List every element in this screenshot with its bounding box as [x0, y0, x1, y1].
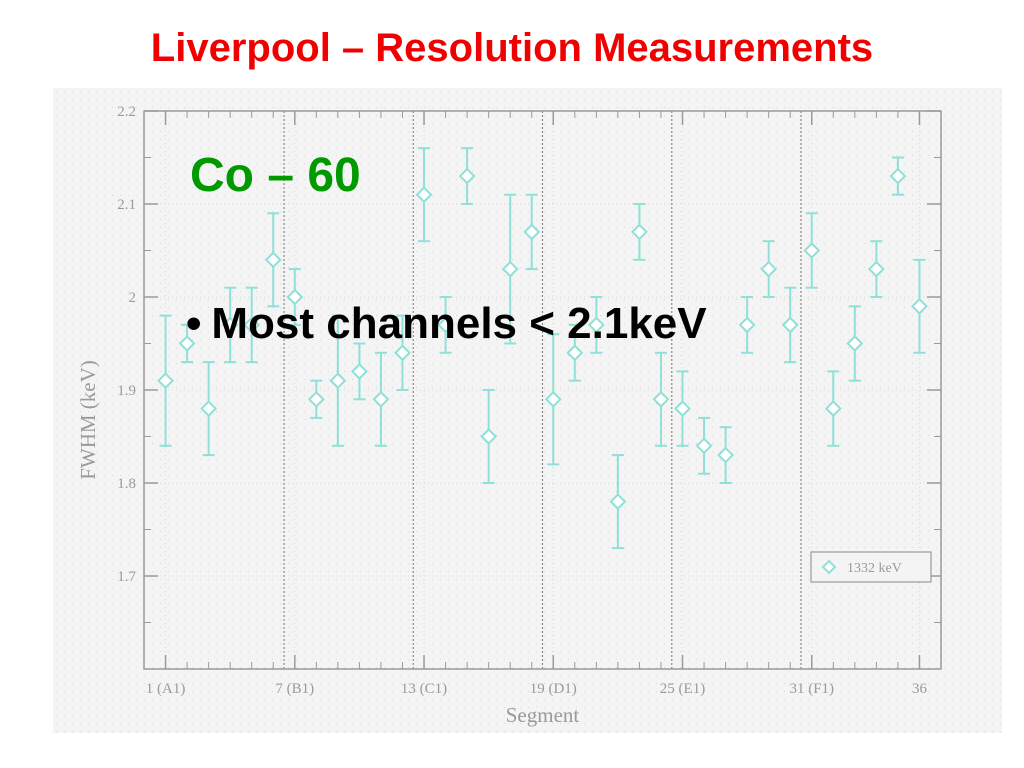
x-axis-label: Segment: [506, 703, 580, 727]
fwhm-chart-svg: 1.7 1.8 1.9 2 2.1 2.2 1 (A1) 7 (B1) 13 (C1) 19 (D…: [53, 88, 1002, 733]
data-point-8: [307, 379, 325, 419]
point-marker-30: [781, 316, 799, 334]
point-marker-32: [824, 400, 842, 418]
data-point-33: [846, 305, 864, 382]
data-point-22: [609, 454, 627, 550]
point-marker-26: [695, 437, 713, 455]
point-marker-9: [329, 372, 347, 390]
y-tick-label-4: 2.1: [117, 197, 136, 213]
data-point-30: [781, 286, 799, 364]
y-axis-label: FWHM (keV): [76, 360, 100, 480]
data-point-7: [286, 268, 304, 326]
y-tick-label-5: 2.2: [117, 104, 136, 120]
point-marker-1: [157, 372, 174, 390]
data-point-5: [243, 286, 261, 364]
x-tick-label-4: 25 (E1): [660, 681, 705, 697]
point-marker-7: [286, 288, 304, 306]
point-marker-34: [867, 260, 885, 278]
point-marker-3: [200, 400, 218, 418]
point-marker-5: [243, 316, 261, 334]
point-marker-11: [372, 390, 390, 408]
bullet-point: • Most channels < 2.1keV: [186, 298, 707, 350]
point-marker-35: [889, 167, 907, 185]
point-marker-23: [631, 223, 648, 241]
point-marker-2: [178, 335, 196, 352]
point-marker-10: [350, 362, 368, 380]
x-tick-label-5: 31 (F1): [789, 681, 834, 697]
data-point-23: [631, 203, 648, 261]
point-marker-36: [911, 297, 928, 315]
data-point-15: [458, 147, 476, 205]
data-point-3: [200, 361, 218, 457]
x-tick-label-6: 36: [912, 681, 928, 697]
point-marker-24: [652, 390, 670, 408]
data-point-25: [674, 370, 691, 447]
y-tick-label-0: 1.7: [117, 569, 136, 585]
data-point-14: [437, 296, 454, 354]
data-point-2: [178, 323, 196, 364]
data-point-18: [523, 193, 541, 271]
y-tick-label-1: 1.8: [117, 476, 136, 492]
data-point-21: [587, 296, 605, 354]
y-tick-label-2: 1.9: [117, 383, 136, 399]
bullet-marker: •: [186, 299, 202, 348]
point-marker-28: [738, 316, 756, 334]
data-point-26: [695, 416, 713, 475]
data-point-31: [803, 212, 821, 289]
point-marker-13: [415, 186, 433, 204]
data-point-16: [480, 389, 498, 484]
data-point-11: [372, 351, 390, 447]
data-point-28: [738, 296, 756, 354]
data-point-20: [566, 323, 584, 382]
data-point-35: [889, 156, 907, 196]
data-point-19: [544, 333, 562, 466]
point-marker-17: [501, 260, 519, 278]
slide-title: Liverpool – Resolution Measurements: [150, 26, 874, 70]
chart-subtitle: Co – 60: [190, 149, 361, 202]
point-marker-29: [760, 260, 778, 278]
data-point-32: [824, 370, 842, 447]
point-marker-15: [458, 167, 476, 185]
data-point-27: [717, 426, 735, 484]
data-point-34: [867, 240, 885, 298]
data-point-10: [350, 342, 368, 401]
point-marker-27: [717, 446, 735, 464]
point-marker-6: [264, 251, 282, 269]
point-marker-20: [566, 344, 584, 362]
point-marker-18: [523, 223, 541, 241]
point-marker-8: [307, 390, 325, 408]
point-marker-14: [437, 316, 454, 334]
x-tick-label-0: 1 (A1): [146, 681, 186, 697]
fwhm-chart: 1.7 1.8 1.9 2 2.1 2.2 1 (A1) 7 (B1) 13 (C1) 19 (D…: [53, 88, 1002, 733]
data-point-29: [760, 240, 778, 298]
data-point-24: [652, 351, 670, 447]
point-marker-22: [609, 493, 627, 511]
data-point-17: [501, 193, 519, 345]
data-point-13: [415, 147, 433, 243]
point-marker-4: [221, 316, 239, 334]
point-marker-16: [480, 428, 498, 445]
chart-legend: 1332 keV: [810, 551, 932, 583]
point-marker-25: [674, 400, 691, 418]
point-marker-12: [394, 344, 411, 362]
data-point-12: [394, 314, 411, 391]
point-marker-19: [544, 390, 562, 408]
legend-label: 1332 keV: [847, 561, 902, 576]
point-marker-31: [803, 242, 821, 259]
data-point-6: [264, 212, 282, 308]
x-tick-label-2: 13 (C1): [401, 681, 447, 697]
point-marker-21: [587, 316, 605, 334]
y-tick-label-3: 2: [129, 290, 137, 306]
legend-marker: [821, 559, 837, 575]
data-point-9: [329, 314, 347, 447]
bullet-text: Most channels < 2.1keV: [211, 299, 707, 348]
x-tick-label-1: 7 (B1): [275, 681, 314, 697]
point-marker-33: [846, 335, 864, 352]
data-point-36: [911, 258, 928, 354]
data-point-1: [157, 314, 174, 447]
x-tick-label-3: 19 (D1): [530, 681, 577, 697]
data-point-4: [221, 286, 239, 364]
